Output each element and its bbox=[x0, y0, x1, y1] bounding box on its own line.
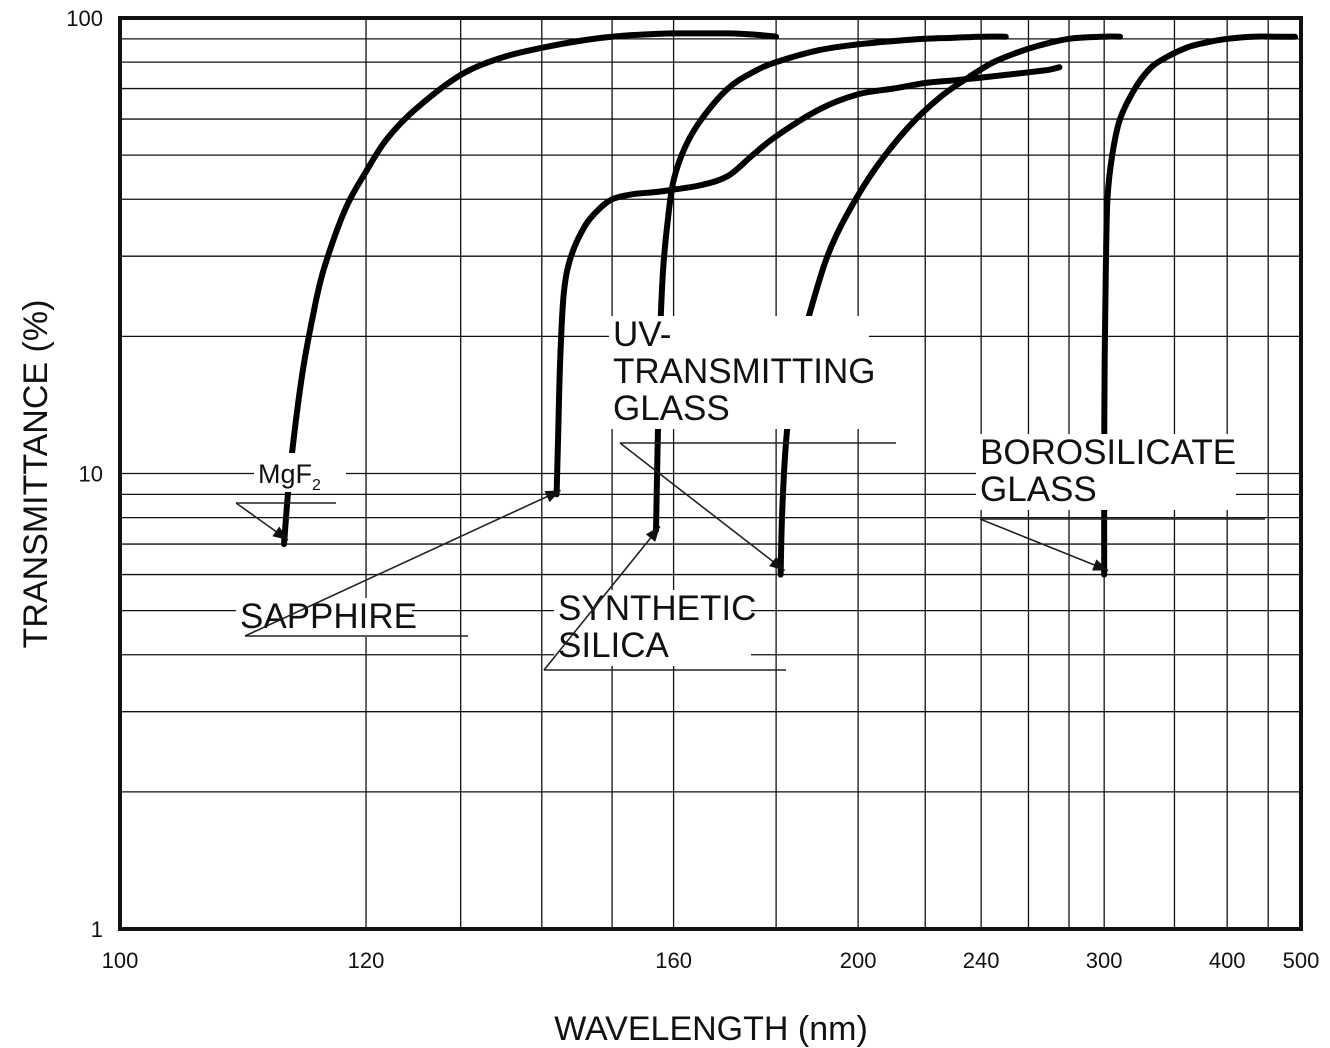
uv-transmitting-glass-label: TRANSMITTING bbox=[613, 352, 875, 391]
uv-transmitting-glass-label: UV- bbox=[613, 315, 671, 354]
y-axis-title: TRANSMITTANCE (%) bbox=[17, 300, 55, 649]
sapphire-arrowhead bbox=[544, 490, 561, 503]
sapphire-leader bbox=[244, 489, 561, 637]
x-tick-label: 400 bbox=[1209, 948, 1246, 973]
x-tick-label: 100 bbox=[102, 948, 139, 973]
synthetic-silica-label-bg bbox=[554, 590, 751, 666]
series-line-sapphire bbox=[553, 64, 1063, 498]
synthetic-silica-label: SYNTHETIC bbox=[558, 589, 756, 628]
x-tick-label: 300 bbox=[1086, 948, 1123, 973]
synthetic-silica-leader bbox=[543, 525, 661, 671]
x-tick-label: 200 bbox=[840, 948, 877, 973]
y-tick-label: 10 bbox=[79, 462, 103, 487]
borosilicate-glass-label: GLASS bbox=[980, 470, 1097, 509]
mgf2-label: MgF2 bbox=[258, 459, 321, 494]
borosilicate-glass-arrowhead bbox=[1092, 559, 1109, 571]
x-tick-label: 500 bbox=[1283, 948, 1320, 973]
x-tick-label: 120 bbox=[348, 948, 385, 973]
series-line-borosilicate-glass bbox=[1101, 33, 1298, 578]
y-tick-label: 100 bbox=[66, 6, 103, 31]
borosilicate-glass-label: BOROSILICATE bbox=[980, 433, 1236, 472]
y-tick-label: 1 bbox=[91, 917, 103, 942]
uv-transmitting-glass-label: GLASS bbox=[613, 389, 730, 428]
mgf2-arrowhead bbox=[272, 526, 289, 541]
x-tick-label: 240 bbox=[963, 948, 1000, 973]
uv-transmitting-glass-leader bbox=[619, 442, 786, 572]
plot-frame bbox=[118, 16, 1303, 931]
x-axis-title: WAVELENGTH (nm) bbox=[554, 1010, 868, 1048]
uv-transmitting-glass-arrowhead bbox=[769, 556, 785, 571]
tick-labels: 100 120 160 200 240 300 400 500 1 10 100 bbox=[66, 6, 1319, 973]
x-tick-label: 160 bbox=[655, 948, 692, 973]
mgf2-label-bg bbox=[254, 453, 346, 492]
synthetic-silica-arrowhead bbox=[645, 526, 660, 542]
synthetic-silica-label: SILICA bbox=[558, 626, 670, 665]
borosilicate-glass-leader bbox=[979, 518, 1109, 572]
borosilicate-glass-label-bg bbox=[976, 434, 1236, 510]
series-line-synthetic-silica bbox=[653, 33, 1009, 534]
series-line-mgf2 bbox=[281, 30, 780, 548]
sapphire-label-bg bbox=[236, 598, 412, 637]
curves bbox=[281, 30, 1298, 578]
sapphire-label: SAPPHIRE bbox=[240, 597, 417, 636]
uv-transmitting-glass-label-bg bbox=[609, 316, 869, 429]
